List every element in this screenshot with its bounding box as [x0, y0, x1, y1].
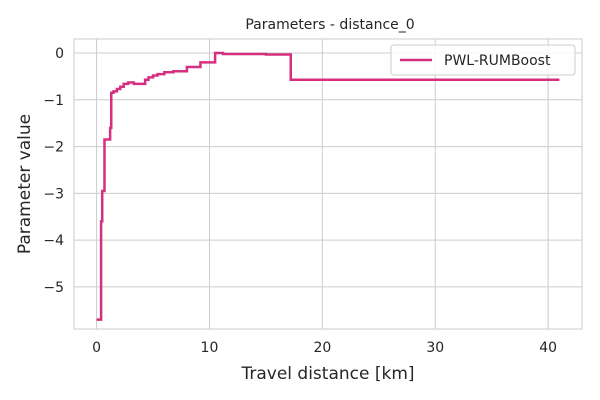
- y-tick-labels: 0 −1 −2 −3 −4 −5: [43, 46, 64, 296]
- legend-box: [390, 44, 576, 76]
- series-line: [96, 51, 560, 321]
- legend: PWL-RUMBoost: [390, 44, 576, 76]
- y-tick-label: −5: [43, 280, 64, 296]
- y-tick-label: −1: [43, 93, 64, 109]
- x-tick-label: 40: [539, 340, 557, 356]
- grid: [74, 39, 582, 329]
- x-tick-labels: 0 10 20 30 40: [92, 340, 557, 356]
- x-axis-label: Travel distance [km]: [240, 364, 414, 384]
- x-tick-label: 30: [426, 340, 444, 356]
- series-layer: [96, 51, 560, 321]
- y-axis-label: Parameter value: [15, 114, 35, 254]
- x-tick-label: 10: [201, 340, 219, 356]
- plot-frame: [73, 38, 583, 330]
- chart-title: Parameters - distance_0: [245, 17, 414, 33]
- legend-label: PWL-RUMBoost: [444, 53, 551, 69]
- y-tick-label: −4: [43, 233, 64, 249]
- x-tick-label: 0: [92, 340, 101, 356]
- y-tick-label: −3: [43, 186, 64, 202]
- x-tick-label: 20: [313, 340, 331, 356]
- y-tick-label: −2: [43, 140, 64, 156]
- y-tick-label: 0: [55, 46, 64, 62]
